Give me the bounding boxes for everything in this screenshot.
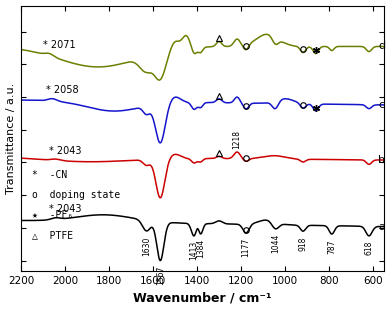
Text: △  PTFE: △ PTFE: [32, 230, 73, 240]
X-axis label: Wavenumber / cm⁻¹: Wavenumber / cm⁻¹: [133, 291, 272, 304]
Y-axis label: Transmittance / a.u.: Transmittance / a.u.: [5, 83, 16, 194]
Text: 1218: 1218: [232, 131, 241, 149]
Text: o  doping state: o doping state: [32, 190, 120, 200]
Text: 1567: 1567: [156, 266, 165, 285]
Text: 1413: 1413: [190, 241, 199, 260]
Text: 918: 918: [298, 237, 307, 251]
Text: ★  -PF₆: ★ -PF₆: [32, 210, 73, 220]
Text: * 2043: * 2043: [49, 146, 82, 156]
Text: d: d: [378, 42, 386, 51]
Text: 1630: 1630: [142, 236, 151, 255]
Text: b: b: [378, 155, 385, 165]
Text: * 2058: * 2058: [46, 86, 78, 95]
Text: 787: 787: [327, 239, 336, 254]
Text: * 2043: * 2043: [49, 205, 82, 215]
Text: a: a: [378, 222, 385, 232]
Text: 618: 618: [365, 241, 374, 255]
Text: *  -CN: * -CN: [32, 170, 67, 180]
Text: 1044: 1044: [271, 234, 280, 253]
Text: 1384: 1384: [196, 239, 205, 259]
Text: * 2071: * 2071: [43, 40, 76, 50]
Text: c: c: [378, 100, 385, 110]
Text: 1177: 1177: [241, 238, 250, 258]
